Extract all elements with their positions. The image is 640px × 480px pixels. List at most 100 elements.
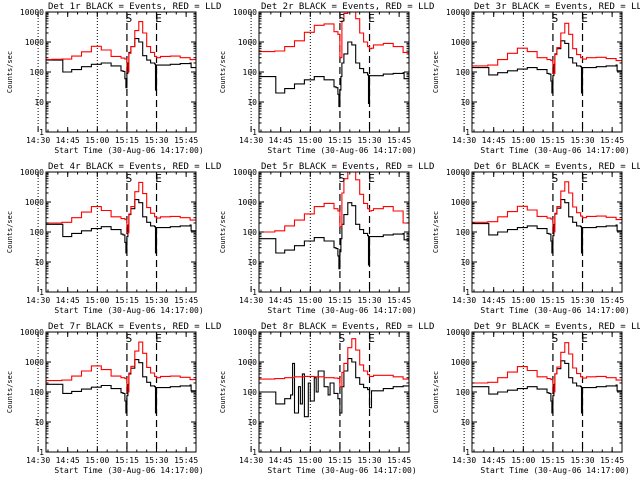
x-tick-label: 15:00 [511,136,535,145]
y-tick-label: 1000 [238,38,257,47]
series-lld-line [259,172,409,233]
marker-s: S [339,172,346,185]
y-tick-label: 10000 [20,8,44,17]
y-tick-label: 10 [247,418,257,427]
panel-title: Det 8r BLACK = Events, RED = LLD [261,322,434,332]
y-tick-label: 1000 [451,198,470,207]
y-tick-label: 1 [39,128,44,137]
series-events-line [259,202,409,270]
marker-e: E [368,172,375,185]
x-axis-label: Start Time (30-Aug-06 14:17:00) [54,306,203,315]
y-axis-label: Counts/sec [219,371,227,413]
series-events-line [46,199,196,254]
y-tick-label: 10 [460,258,470,267]
marker-s: S [339,332,346,345]
y-tick-label: 100 [456,388,471,397]
y-tick-label: 1 [465,128,470,137]
y-axis-label: Counts/sec [219,51,227,93]
y-tick-label: 100 [30,388,45,397]
y-tick-label: 10000 [446,328,470,337]
marker-e: E [581,332,588,345]
panel-title: Det 5r BLACK = Events, RED = LLD [261,162,434,172]
marker-e: E [368,332,375,345]
x-axis-label: Start Time (30-Aug-06 14:17:00) [267,146,416,155]
y-tick-label: 1 [39,448,44,457]
x-axis-label: Start Time (30-Aug-06 14:17:00) [480,306,629,315]
y-tick-label: 1 [252,128,257,137]
x-tick-label: 15:45 [387,296,411,305]
y-tick-label: 10000 [233,328,257,337]
series-events-line [46,359,196,414]
marker-e: E [155,12,162,25]
x-tick-label: 15:00 [298,296,322,305]
x-tick-label: 15:15 [115,456,139,465]
x-tick-label: 14:30 [26,296,50,305]
series-lld-line [472,342,622,393]
x-tick-label: 15:00 [85,296,109,305]
x-tick-label: 15:15 [541,136,565,145]
x-tick-label: 15:45 [174,136,198,145]
x-tick-label: 15:00 [511,296,535,305]
y-tick-label: 100 [243,228,258,237]
x-tick-label: 14:45 [269,456,293,465]
x-tick-label: 14:45 [56,296,80,305]
series-lld-line [46,21,196,73]
x-tick-label: 14:30 [26,456,50,465]
series-lld-line [472,181,622,233]
x-tick-label: 15:15 [115,136,139,145]
y-tick-label: 10000 [20,328,44,337]
x-tick-label: 15:30 [144,136,168,145]
x-tick-label: 14:45 [482,456,506,465]
plot-frame [258,171,410,293]
y-tick-label: 10 [247,98,257,107]
x-tick-label: 15:30 [357,136,381,145]
x-tick-label: 15:30 [570,456,594,465]
series-lld-line [46,341,196,393]
y-axis-label: Counts/sec [432,211,440,253]
x-tick-label: 14:45 [269,296,293,305]
panel-title: Det 2r BLACK = Events, RED = LLD [261,2,434,12]
marker-e: E [581,12,588,25]
panel-title: Det 9r BLACK = Events, RED = LLD [474,322,640,332]
series-events-line [472,199,622,254]
x-tick-label: 14:30 [239,296,263,305]
x-tick-label: 15:00 [85,136,109,145]
series-lld-line [46,181,196,234]
x-tick-label: 15:15 [541,456,565,465]
marker-e: E [581,172,588,185]
marker-s: S [552,12,559,25]
series-lld-line [472,22,622,74]
x-tick-label: 14:30 [239,136,263,145]
y-axis-label: Counts/sec [219,211,227,253]
series-lld-line [259,338,409,388]
marker-e: E [155,332,162,345]
x-axis-label: Start Time (30-Aug-06 14:17:00) [267,466,416,475]
y-tick-label: 10000 [233,168,257,177]
x-tick-label: 15:00 [298,136,322,145]
y-tick-label: 100 [243,388,258,397]
x-tick-label: 15:15 [328,456,352,465]
x-tick-label: 14:30 [239,456,263,465]
y-tick-label: 1 [465,288,470,297]
y-tick-label: 100 [243,68,258,77]
series-lld-line [259,12,409,59]
x-tick-label: 15:30 [144,296,168,305]
x-tick-label: 14:45 [269,136,293,145]
panel-title: Det 1r BLACK = Events, RED = LLD [48,2,221,12]
marker-s: S [339,12,346,25]
y-tick-label: 10 [247,258,257,267]
y-tick-label: 1000 [238,198,257,207]
marker-s: S [126,172,133,185]
marker-s: S [552,172,559,185]
y-tick-label: 10000 [446,168,470,177]
series-events-line [472,360,622,414]
panel-title: Det 6r BLACK = Events, RED = LLD [474,162,640,172]
x-tick-label: 15:45 [600,296,624,305]
